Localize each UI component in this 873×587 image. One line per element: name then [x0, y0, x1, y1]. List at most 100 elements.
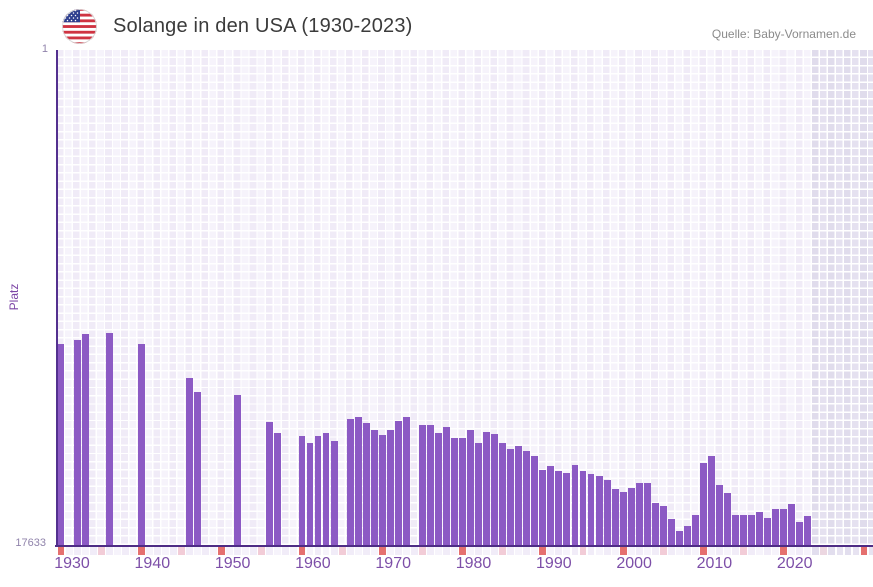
- strip-cell-2012: [716, 547, 723, 555]
- bar-1981[interactable]: [467, 430, 475, 545]
- bar-2016[interactable]: [748, 514, 756, 545]
- strip-cell-2029: [852, 547, 860, 555]
- bar-1947[interactable]: [194, 391, 201, 545]
- strip-cell-1990: [539, 547, 547, 555]
- strip-cell-1987: [515, 547, 523, 555]
- strip-cell-2027: [836, 547, 844, 555]
- bar-1973[interactable]: [402, 416, 410, 545]
- bar-2019[interactable]: [772, 508, 780, 545]
- bar-1979[interactable]: [451, 437, 458, 545]
- bar-1930[interactable]: [57, 343, 65, 545]
- bar-1986[interactable]: [507, 448, 515, 545]
- bar-2005[interactable]: [659, 505, 667, 545]
- bar-1982[interactable]: [475, 443, 483, 545]
- strip-cell-2022: [796, 547, 804, 555]
- bar-1962[interactable]: [314, 435, 322, 545]
- bar-1933[interactable]: [81, 334, 89, 545]
- bar-2002[interactable]: [635, 482, 643, 545]
- bar-1932[interactable]: [73, 339, 81, 545]
- strip-cell-1994: [571, 547, 579, 555]
- x-label-1960: 1960: [295, 555, 331, 572]
- bar-1992[interactable]: [555, 471, 563, 545]
- bar-1983[interactable]: [483, 432, 491, 545]
- bar-1977[interactable]: [435, 432, 442, 545]
- bar-2008[interactable]: [683, 525, 691, 545]
- strip-cell-1986: [507, 547, 515, 555]
- bar-1963[interactable]: [322, 432, 330, 545]
- bar-1995[interactable]: [579, 471, 587, 545]
- bar-1991[interactable]: [547, 466, 555, 545]
- bar-1987[interactable]: [515, 446, 523, 545]
- bar-1936[interactable]: [105, 332, 113, 545]
- bar-1978[interactable]: [443, 427, 450, 545]
- bar-1975[interactable]: [418, 425, 426, 545]
- bar-1998[interactable]: [603, 480, 611, 545]
- bar-1972[interactable]: [394, 421, 402, 545]
- bar-2020[interactable]: [780, 508, 788, 545]
- strip-cell-1934: [89, 547, 97, 555]
- bar-2001[interactable]: [627, 487, 635, 545]
- strip-cell-1961: [306, 547, 314, 555]
- bar-2006[interactable]: [667, 518, 675, 545]
- bar-2017[interactable]: [756, 511, 764, 545]
- bar-1985[interactable]: [499, 443, 507, 545]
- bar-2011[interactable]: [708, 455, 715, 545]
- bar-1990[interactable]: [539, 469, 547, 545]
- bar-2007[interactable]: [675, 530, 683, 545]
- y-tick-bottom: 17633: [15, 537, 46, 549]
- strip-cell-1957: [274, 547, 282, 555]
- strip-cell-1974: [410, 547, 418, 555]
- x-label-1980: 1980: [455, 555, 492, 572]
- x-label-2020: 2020: [776, 555, 813, 572]
- bar-1988[interactable]: [523, 450, 531, 545]
- bar-1989[interactable]: [531, 455, 539, 545]
- bar-1960[interactable]: [298, 435, 306, 545]
- x-label-1970: 1970: [375, 555, 411, 572]
- bar-1996[interactable]: [587, 473, 595, 545]
- bar-1956[interactable]: [266, 421, 274, 545]
- x-label-1990: 1990: [536, 555, 572, 572]
- bar-2023[interactable]: [804, 515, 812, 545]
- strip-cell-1937: [113, 547, 121, 555]
- bar-1964[interactable]: [330, 441, 338, 545]
- bar-2013[interactable]: [724, 492, 731, 545]
- bar-1993[interactable]: [563, 473, 571, 545]
- bar-1968[interactable]: [362, 423, 370, 545]
- bar-2004[interactable]: [651, 502, 659, 545]
- strip-cell-1978: [443, 547, 450, 555]
- strip-cell-2010: [700, 547, 707, 555]
- bar-1971[interactable]: [386, 430, 394, 545]
- bar-2010[interactable]: [700, 462, 707, 545]
- bar-1957[interactable]: [274, 432, 282, 545]
- bar-2009[interactable]: [691, 514, 699, 545]
- strip-cell-1976: [426, 547, 434, 555]
- bar-1969[interactable]: [370, 430, 378, 545]
- bar-2014[interactable]: [732, 514, 739, 545]
- bar-1976[interactable]: [426, 425, 434, 545]
- bar-2000[interactable]: [619, 491, 627, 545]
- x-label-2010: 2010: [696, 555, 733, 572]
- bar-1980[interactable]: [459, 437, 466, 545]
- bar-2003[interactable]: [643, 482, 651, 545]
- bar-1967[interactable]: [354, 416, 362, 545]
- bar-2015[interactable]: [740, 514, 748, 545]
- bar-1946[interactable]: [186, 377, 193, 545]
- bar-1966[interactable]: [346, 419, 354, 545]
- bar-1940[interactable]: [137, 343, 145, 545]
- bar-1994[interactable]: [571, 464, 579, 545]
- bar-2012[interactable]: [716, 484, 723, 545]
- bar-1961[interactable]: [306, 443, 314, 545]
- bar-1997[interactable]: [595, 475, 603, 545]
- bar-1952[interactable]: [234, 395, 242, 545]
- bar-2021[interactable]: [788, 503, 796, 545]
- bar-2022[interactable]: [796, 521, 804, 545]
- bar-1970[interactable]: [378, 435, 386, 545]
- strip-cell-2031: [868, 547, 873, 555]
- strip-cell-2028: [844, 547, 852, 555]
- strip-cell-2018: [764, 547, 772, 555]
- bar-1999[interactable]: [611, 489, 619, 545]
- strip-cell-1948: [202, 547, 210, 555]
- bar-1984[interactable]: [491, 434, 499, 545]
- strip-cell-2023: [804, 547, 812, 555]
- bar-2018[interactable]: [764, 517, 772, 545]
